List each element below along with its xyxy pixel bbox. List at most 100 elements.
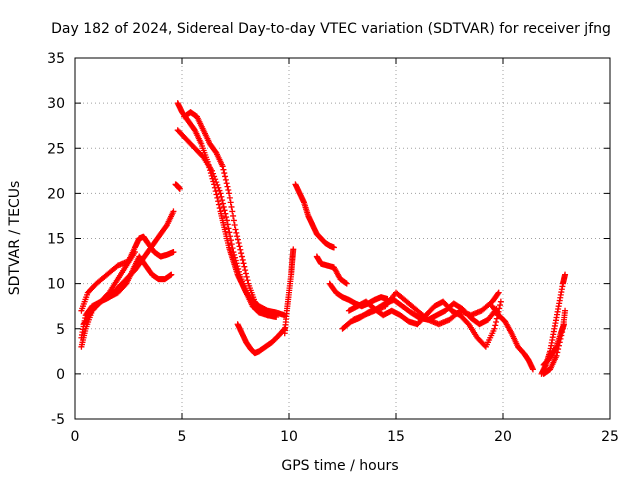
data-point xyxy=(213,179,220,186)
data-point xyxy=(220,203,227,210)
data-point xyxy=(562,271,569,278)
data-point xyxy=(229,245,236,252)
data-point xyxy=(219,200,226,207)
data-point xyxy=(227,233,234,240)
data-point xyxy=(227,199,234,206)
data-point xyxy=(229,208,236,215)
x-tick-label: 0 xyxy=(71,429,80,445)
data-point xyxy=(497,298,504,305)
data-point xyxy=(226,229,233,236)
data-point xyxy=(223,214,230,221)
data-point xyxy=(230,212,237,219)
data-point xyxy=(559,329,566,336)
data-point xyxy=(558,332,565,339)
data-point xyxy=(221,207,228,214)
data-point xyxy=(223,217,230,224)
data-point xyxy=(234,236,241,243)
data-point xyxy=(219,197,226,204)
data-point xyxy=(555,346,562,353)
x-tick-label: 20 xyxy=(494,429,512,445)
data-point xyxy=(212,176,219,183)
data-point xyxy=(233,260,240,267)
data-point xyxy=(234,263,241,270)
data-point xyxy=(170,249,177,256)
data-point xyxy=(529,366,536,373)
data-point xyxy=(241,263,248,270)
y-tick-label: 35 xyxy=(47,51,65,67)
data-point xyxy=(230,249,237,256)
data-point xyxy=(208,167,215,174)
data-point xyxy=(243,273,250,280)
data-point xyxy=(238,253,245,260)
data-point xyxy=(235,268,242,275)
data-point xyxy=(176,185,183,192)
data-point xyxy=(240,260,247,267)
data-point xyxy=(214,194,221,201)
data-point xyxy=(244,277,251,284)
data-point xyxy=(230,217,237,224)
data-point xyxy=(494,290,501,297)
data-point xyxy=(491,325,498,332)
data-point xyxy=(557,335,564,342)
data-point xyxy=(239,256,246,263)
data-point xyxy=(131,249,138,256)
data-point xyxy=(225,186,232,193)
data-point xyxy=(242,270,249,277)
y-tick-label: 25 xyxy=(47,141,65,157)
y-axis-label: SDTVAR / TECUs xyxy=(7,181,23,296)
data-point xyxy=(234,233,241,240)
data-point xyxy=(343,280,350,287)
y-tick-label: 20 xyxy=(47,186,65,202)
y-tick-label: 10 xyxy=(47,277,65,293)
data-point xyxy=(273,314,280,321)
data-point xyxy=(227,237,234,244)
data-point xyxy=(232,226,239,233)
data-point xyxy=(496,305,503,312)
axis-ticks: 0 5 10 15 20 25 -5 0 5 10 15 20 25 30 35 xyxy=(47,51,619,445)
data-point xyxy=(222,173,229,180)
data-point xyxy=(216,187,223,194)
data-point xyxy=(237,246,244,253)
data-point xyxy=(222,210,229,217)
data-point xyxy=(214,181,221,188)
data-point xyxy=(220,166,227,173)
data-point xyxy=(216,205,223,212)
data-point xyxy=(170,208,177,215)
data-point xyxy=(235,265,242,272)
data-point xyxy=(215,201,222,208)
data-point xyxy=(555,342,562,349)
data-point xyxy=(553,352,560,359)
data-point xyxy=(562,307,569,314)
data-point xyxy=(222,176,229,183)
data-point xyxy=(221,170,228,177)
grid-lines xyxy=(75,58,610,419)
x-axis-label: GPS time / hours xyxy=(281,458,398,474)
x-tick-label: 15 xyxy=(387,429,405,445)
data-point xyxy=(492,322,499,329)
data-point xyxy=(225,225,232,232)
data-point xyxy=(215,198,222,205)
data-point xyxy=(235,240,242,247)
data-point xyxy=(556,339,563,346)
data-point xyxy=(228,203,235,210)
data-point xyxy=(168,271,175,278)
data-points xyxy=(78,100,569,377)
data-point xyxy=(228,241,235,248)
data-point xyxy=(211,173,218,180)
data-point xyxy=(231,221,238,228)
data-point xyxy=(231,254,238,261)
data-point xyxy=(242,267,249,274)
data-point xyxy=(223,180,230,187)
x-tick-label: 5 xyxy=(178,429,187,445)
data-point xyxy=(213,191,220,198)
y-tick-label: 15 xyxy=(47,232,65,248)
data-point xyxy=(231,251,238,258)
chart-title: Day 182 of 2024, Sidereal Day-to-day VTE… xyxy=(51,21,611,37)
data-point xyxy=(218,193,225,200)
data-point xyxy=(495,289,502,296)
data-point xyxy=(224,183,231,190)
data-point xyxy=(224,221,231,228)
data-point xyxy=(226,190,233,197)
data-point xyxy=(554,349,561,356)
y-tick-label: 5 xyxy=(56,322,65,338)
